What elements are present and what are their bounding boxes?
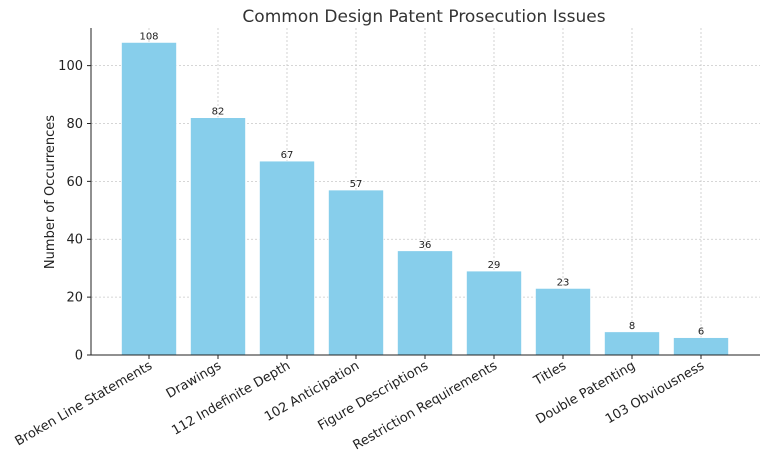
- y-tick-label: 20: [66, 291, 83, 306]
- x-tick-label: Drawings: [164, 358, 224, 402]
- data-label: 23: [557, 277, 570, 288]
- bar: [260, 161, 315, 355]
- x-tick-label: Broken Line Statements: [13, 358, 156, 449]
- y-axis-ticks: 0 20 40 60 80 100: [58, 59, 91, 363]
- bar: [467, 271, 522, 355]
- y-tick-label: 40: [66, 233, 83, 248]
- x-axis-ticks: Broken Line StatementsDrawings112 Indefi…: [13, 355, 708, 453]
- y-axis-label: Number of Occurrences: [43, 115, 58, 269]
- chart-title: Common Design Patent Prosecution Issues: [242, 7, 605, 27]
- y-tick-label: 60: [66, 175, 83, 190]
- data-label: 67: [281, 150, 294, 161]
- data-label: 108: [139, 31, 158, 42]
- data-label: 29: [488, 260, 501, 271]
- data-label: 6: [698, 327, 704, 338]
- bar: [329, 190, 384, 355]
- bar: [536, 288, 591, 355]
- data-label: 36: [419, 240, 432, 251]
- x-tick-label: Titles: [531, 358, 570, 389]
- bar: [674, 338, 729, 355]
- x-tick-label: Figure Descriptions: [316, 358, 432, 433]
- data-label: 8: [629, 321, 635, 332]
- data-label: 82: [212, 107, 225, 118]
- data-label: 57: [350, 179, 363, 190]
- x-tick-label: 112 Indefinite Depth: [169, 358, 293, 438]
- y-tick-label: 80: [66, 117, 83, 132]
- y-tick-label: 100: [58, 59, 83, 74]
- bar: [398, 251, 453, 355]
- bar: [605, 332, 660, 355]
- bar: [122, 42, 177, 355]
- y-tick-label: 0: [75, 349, 83, 364]
- bar: [191, 118, 246, 355]
